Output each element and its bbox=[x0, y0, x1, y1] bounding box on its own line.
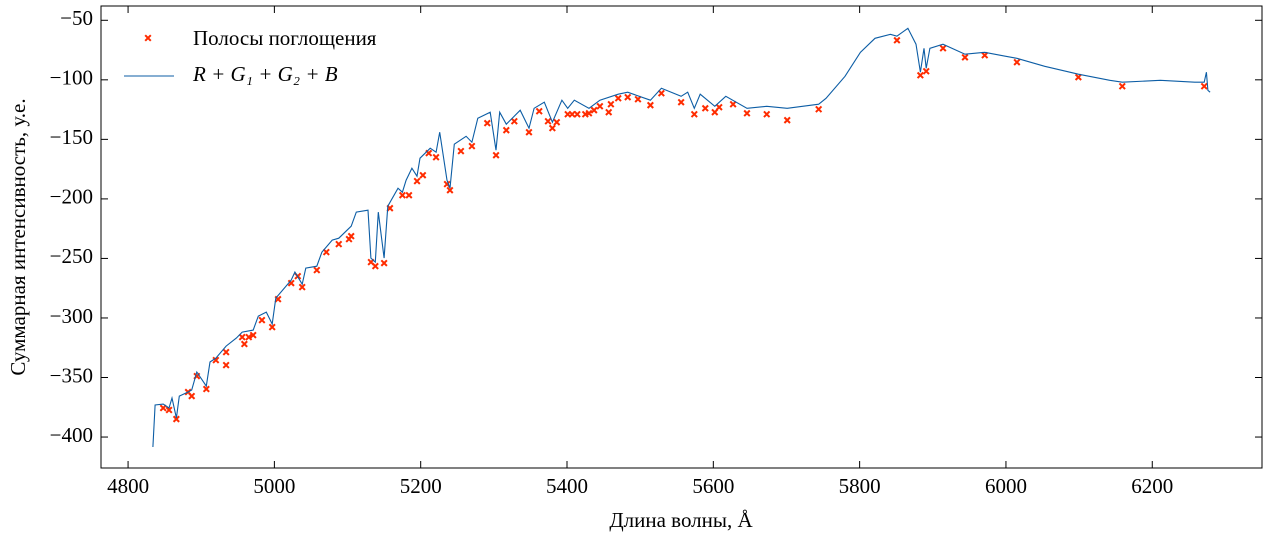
absorption-marker bbox=[607, 100, 615, 108]
absorption-marker bbox=[238, 333, 246, 341]
absorption-marker bbox=[398, 191, 406, 199]
absorption-marker bbox=[585, 109, 593, 117]
absorption-marker bbox=[1118, 82, 1126, 90]
absorption-marker bbox=[573, 110, 581, 118]
absorption-marker bbox=[245, 333, 253, 341]
legend-label: R + G₁ + G₂ + B bbox=[192, 62, 338, 86]
absorption-marker bbox=[1013, 58, 1021, 66]
absorption-marker bbox=[596, 102, 604, 110]
y-tick-label: −200 bbox=[50, 185, 93, 209]
absorption-marker bbox=[711, 108, 719, 116]
absorption-marker bbox=[677, 98, 685, 106]
absorption-marker bbox=[172, 415, 180, 423]
x-tick-label: 6200 bbox=[1131, 474, 1173, 498]
absorption-marker bbox=[553, 118, 561, 126]
absorption-marker bbox=[1200, 82, 1208, 90]
y-tick-label: −400 bbox=[50, 423, 93, 447]
absorption-marker bbox=[347, 232, 355, 240]
x-tick-label: 6000 bbox=[985, 474, 1027, 498]
absorption-marker bbox=[188, 392, 196, 400]
x-axis-label: Длина волны, Å bbox=[609, 508, 753, 532]
spectrum-line bbox=[152, 27, 1211, 448]
absorption-marker bbox=[371, 262, 379, 270]
y-tick-label: −350 bbox=[50, 363, 93, 387]
absorption-marker bbox=[380, 259, 388, 267]
absorption-marker bbox=[249, 331, 257, 339]
absorption-marker bbox=[419, 171, 427, 179]
y-tick-label: −250 bbox=[50, 244, 93, 268]
absorption-marker bbox=[916, 71, 924, 79]
absorption-marker bbox=[298, 283, 306, 291]
absorption-marker bbox=[510, 117, 518, 125]
absorption-marker bbox=[222, 348, 230, 356]
absorption-marker bbox=[405, 191, 413, 199]
y-tick-label: −300 bbox=[50, 304, 93, 328]
absorption-marker bbox=[614, 94, 622, 102]
y-tick-label: −100 bbox=[50, 66, 93, 90]
absorption-marker bbox=[605, 108, 613, 116]
x-tick-label: 5800 bbox=[839, 474, 881, 498]
absorption-marker bbox=[548, 124, 556, 132]
absorption-marker bbox=[322, 248, 330, 256]
absorption-marker bbox=[961, 53, 969, 61]
absorption-marker bbox=[657, 89, 665, 97]
legend-marker bbox=[144, 34, 152, 42]
absorption-marker bbox=[258, 316, 266, 324]
absorption-marker bbox=[939, 44, 947, 52]
absorption-marker bbox=[457, 147, 465, 155]
absorption-marker bbox=[646, 101, 654, 109]
absorption-marker bbox=[535, 107, 543, 115]
absorption-marker bbox=[763, 110, 771, 118]
absorption-marker bbox=[222, 361, 230, 369]
absorption-marker bbox=[783, 116, 791, 124]
absorption-marker bbox=[590, 106, 598, 114]
absorption-marker bbox=[432, 153, 440, 161]
absorption-marker bbox=[268, 323, 276, 331]
absorption-marker bbox=[922, 67, 930, 75]
absorption-marker bbox=[446, 186, 454, 194]
x-tick-label: 5000 bbox=[253, 474, 295, 498]
legend-label: Полосы поглощения bbox=[193, 26, 377, 50]
absorption-marker bbox=[624, 93, 632, 101]
absorption-marker bbox=[335, 240, 343, 248]
absorption-marker bbox=[492, 151, 500, 159]
y-axis-label: Суммарная интенсивность, у.е. bbox=[6, 98, 30, 375]
absorption-marker bbox=[743, 109, 751, 117]
absorption-marker bbox=[413, 177, 421, 185]
absorption-marker bbox=[981, 51, 989, 59]
absorption-marker bbox=[468, 142, 476, 150]
y-tick-label: −50 bbox=[60, 6, 93, 30]
absorption-marker bbox=[715, 103, 723, 111]
x-tick-label: 5200 bbox=[400, 474, 442, 498]
absorption-marker bbox=[202, 385, 210, 393]
plot-frame bbox=[100, 5, 1263, 469]
absorption-marker bbox=[634, 95, 642, 103]
absorption-marker bbox=[525, 128, 533, 136]
absorption-marker bbox=[287, 279, 295, 287]
absorption-marker bbox=[544, 117, 552, 125]
absorption-marker bbox=[165, 406, 173, 414]
absorption-marker bbox=[729, 100, 737, 108]
y-tick-label: −150 bbox=[50, 125, 93, 149]
absorption-marker bbox=[815, 105, 823, 113]
x-tick-label: 4800 bbox=[107, 474, 149, 498]
absorption-marker bbox=[212, 356, 220, 364]
x-tick-label: 5600 bbox=[692, 474, 734, 498]
absorption-marker bbox=[893, 36, 901, 44]
absorption-marker bbox=[701, 104, 709, 112]
absorption-marker bbox=[313, 266, 321, 274]
absorption-marker bbox=[1074, 73, 1082, 81]
absorption-marker bbox=[159, 404, 167, 412]
absorption-marker bbox=[690, 110, 698, 118]
absorption-marker bbox=[502, 126, 510, 134]
absorption-marker bbox=[240, 340, 248, 348]
x-tick-label: 5400 bbox=[546, 474, 588, 498]
absorption-marker bbox=[483, 119, 491, 127]
